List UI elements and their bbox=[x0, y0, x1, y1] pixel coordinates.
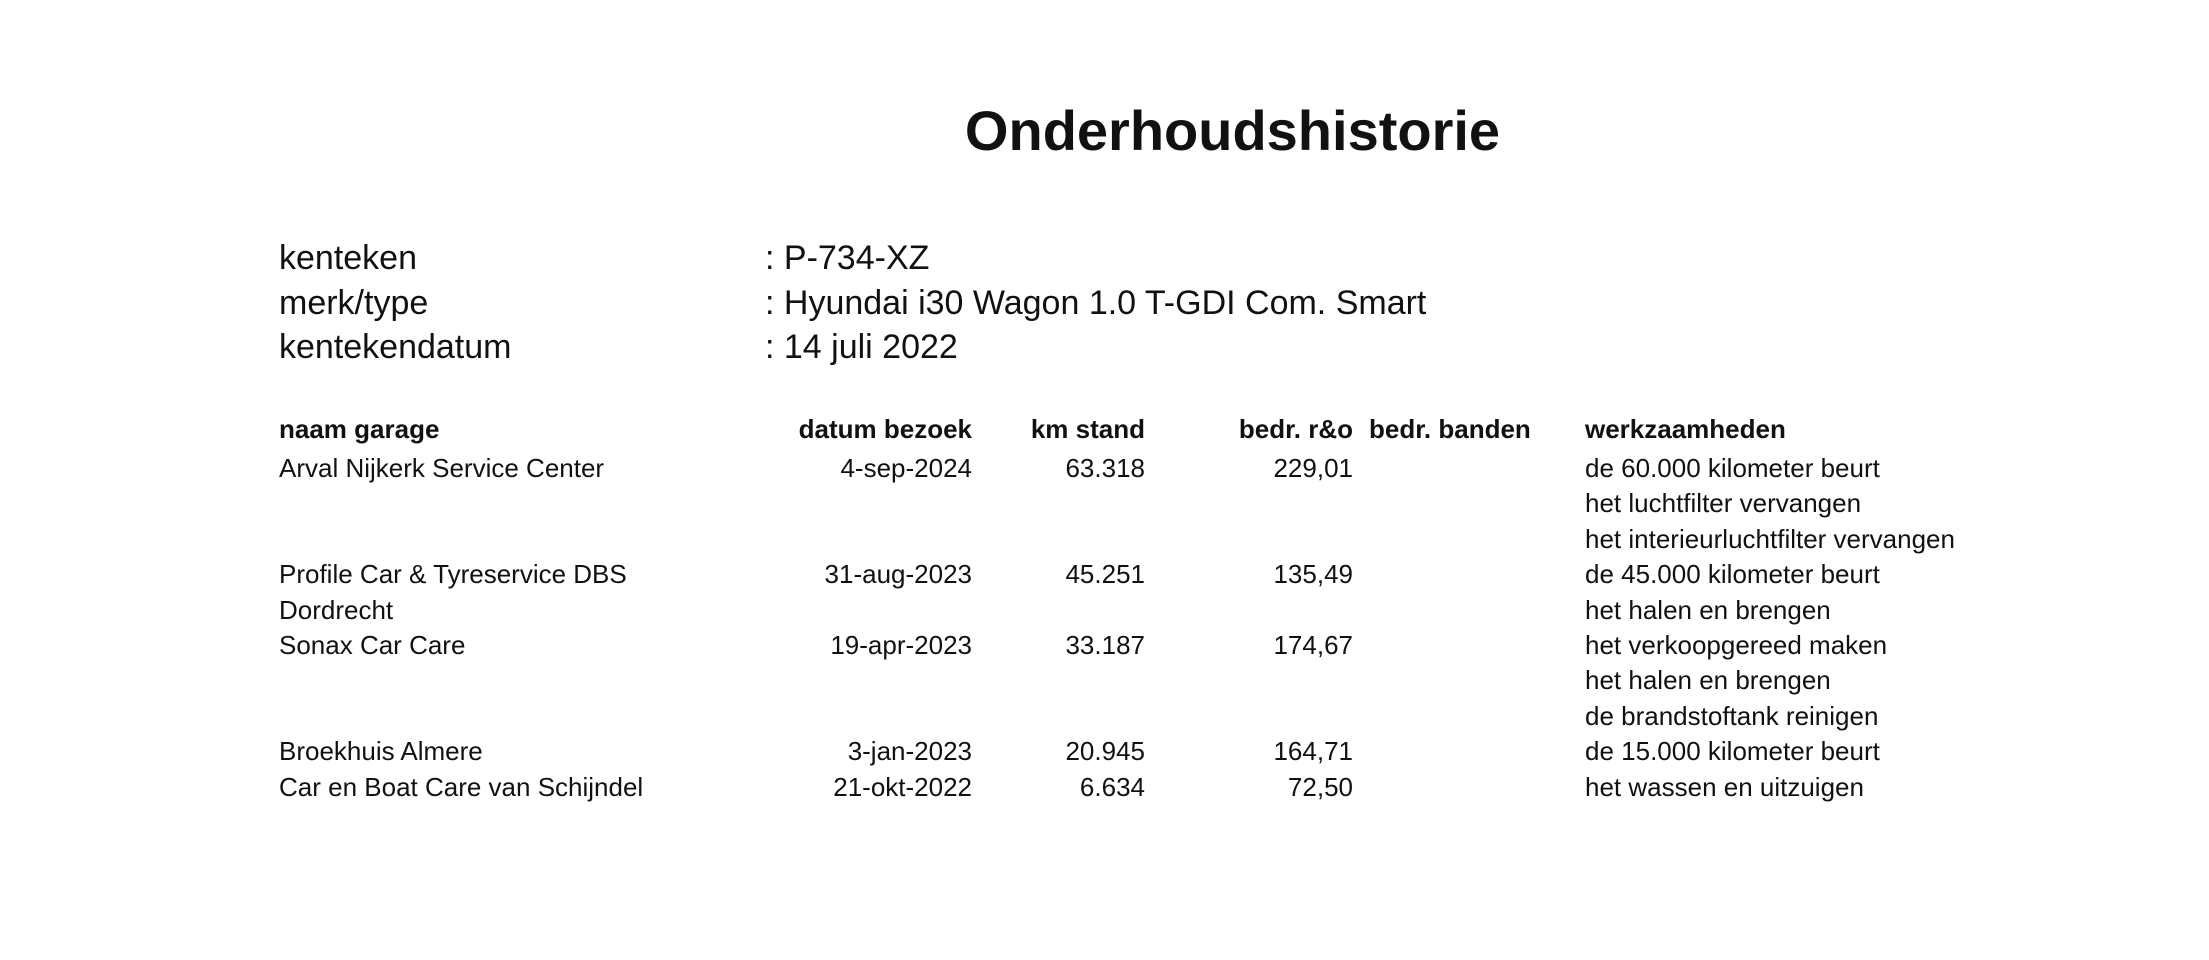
header-work: werkzaamheden bbox=[1585, 414, 1786, 444]
garage-name: Profile Car & Tyreservice DBS bbox=[279, 559, 627, 590]
work-item: het halen en brengen bbox=[1585, 665, 1831, 696]
amount-ro: 174,67 bbox=[1273, 630, 1353, 660]
work-item: het luchtfilter vervangen bbox=[1585, 488, 1862, 519]
amount-ro: 164,71 bbox=[1273, 736, 1353, 767]
label-merk-type: merk/type bbox=[279, 284, 429, 322]
header-km: km stand bbox=[1030, 414, 1145, 444]
work-item: het verkoopgereed maken bbox=[1585, 630, 1888, 660]
amount-ro: 135,49 bbox=[1273, 559, 1353, 590]
visit-date: 21-okt-2022 bbox=[833, 771, 972, 802]
km-reading: 45.251 bbox=[1065, 559, 1145, 590]
km-reading: 6.634 bbox=[1079, 771, 1145, 802]
amount-ro: 72,50 bbox=[1287, 771, 1353, 802]
value-kentekendatum: : 14 juli 2022 bbox=[765, 328, 958, 366]
work-item: de 60.000 kilometer beurt bbox=[1585, 453, 1880, 483]
visit-date: 31-aug-2023 bbox=[824, 559, 972, 590]
km-reading: 33.187 bbox=[1065, 630, 1145, 660]
header-garage: naam garage bbox=[279, 414, 440, 444]
garage-name: Broekhuis Almere bbox=[279, 736, 483, 767]
garage-name: Sonax Car Care bbox=[279, 630, 466, 660]
amount-ro: 229,01 bbox=[1273, 453, 1353, 483]
work-item: het interieurluchtfilter vervangen bbox=[1585, 523, 1955, 554]
label-kenteken: kenteken bbox=[279, 239, 417, 277]
visit-date: 4-sep-2024 bbox=[840, 453, 972, 483]
km-reading: 20.945 bbox=[1065, 736, 1145, 767]
garage-name: Dordrecht bbox=[279, 594, 394, 625]
garage-name: Arval Nijkerk Service Center bbox=[279, 453, 605, 483]
garage-name: Car en Boat Care van Schijndel bbox=[279, 771, 644, 802]
page-title: Onderhoudshistorie bbox=[964, 99, 1501, 162]
label-kentekendatum: kentekendatum bbox=[279, 328, 512, 366]
visit-date: 3-jan-2023 bbox=[847, 736, 972, 767]
value-merk-type: : Hyundai i30 Wagon 1.0 T-GDI Com. Smart bbox=[765, 284, 1427, 322]
work-item: het wassen en uitzuigen bbox=[1585, 771, 1864, 802]
header-amount-tires: bedr. banden bbox=[1369, 414, 1531, 444]
visit-date: 19-apr-2023 bbox=[830, 630, 972, 660]
value-kenteken: : P-734-XZ bbox=[765, 239, 930, 277]
work-item: de brandstoftank reinigen bbox=[1585, 700, 1879, 731]
work-item: het halen en brengen bbox=[1585, 594, 1831, 625]
header-date: datum bezoek bbox=[798, 414, 972, 444]
work-item: de 15.000 kilometer beurt bbox=[1585, 736, 1880, 767]
work-item: de 45.000 kilometer beurt bbox=[1585, 559, 1880, 590]
header-amount-ro: bedr. r&o bbox=[1238, 414, 1353, 444]
km-reading: 63.318 bbox=[1065, 453, 1145, 483]
